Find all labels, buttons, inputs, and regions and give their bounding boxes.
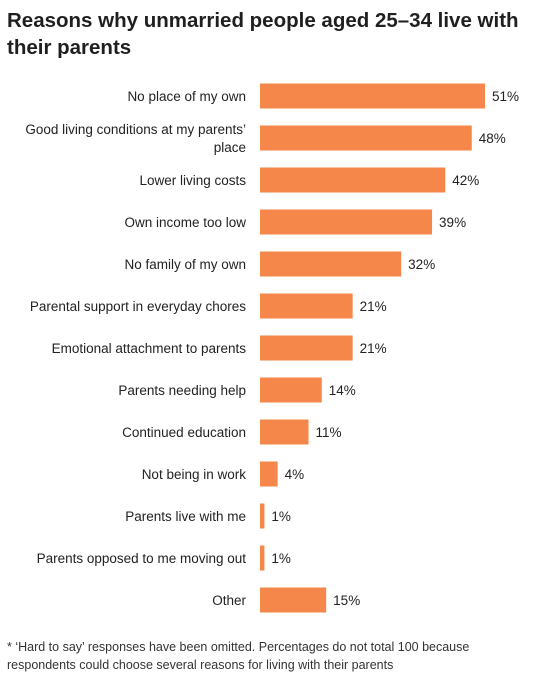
bar xyxy=(260,209,433,235)
bar xyxy=(260,419,309,445)
bar xyxy=(260,83,485,109)
category-label-line: Own income too low xyxy=(124,215,246,230)
category-label: Continued education xyxy=(122,425,246,440)
bar-row: 1% Parents opposed to me moving out xyxy=(37,545,291,571)
category-label-line: Parental support in everyday chores xyxy=(30,299,246,314)
bar-value-label: 42% xyxy=(452,173,479,188)
category-label: Emotional attachment to parents xyxy=(52,341,247,356)
bar xyxy=(260,251,402,277)
category-label-line: Emotional attachment to parents xyxy=(52,341,247,356)
footnote: * ‘Hard to say’ responses have been omit… xyxy=(7,640,470,672)
bar-row: 42% Lower living costs xyxy=(139,167,479,193)
bar xyxy=(260,461,278,487)
bar-row: 14% Parents needing help xyxy=(118,377,356,403)
bar-chart: 51% No place of my own 48% Good living cond… xyxy=(25,83,519,613)
bar-row: 4% Not being in work xyxy=(142,461,305,487)
category-label: Parents opposed to me moving out xyxy=(37,551,247,566)
category-label-line: Good living conditions at my parents’ xyxy=(25,122,246,137)
category-label: No family of my own xyxy=(124,257,246,272)
category-label: Lower living costs xyxy=(139,173,246,188)
bar xyxy=(260,167,446,193)
bar xyxy=(260,503,265,529)
category-label-line: Continued education xyxy=(122,425,246,440)
category-label-line: place xyxy=(214,140,246,155)
category-label-line: Not being in work xyxy=(142,467,247,482)
category-label: Other xyxy=(212,593,246,608)
bar-value-label: 11% xyxy=(316,425,342,440)
bar-row: 48% Good living conditions at my parents’… xyxy=(25,122,505,155)
bar xyxy=(260,587,327,613)
category-label-line: Other xyxy=(212,593,246,608)
bar-row: 51% No place of my own xyxy=(127,83,519,109)
category-label: No place of my own xyxy=(127,89,246,104)
bar-row: 21% Parental support in everyday chores xyxy=(30,293,387,319)
bar xyxy=(260,377,322,403)
bar xyxy=(260,125,472,151)
category-label: Parents live with me xyxy=(125,509,246,524)
bar-value-label: 1% xyxy=(271,551,291,566)
category-label-line: Parents live with me xyxy=(125,509,246,524)
bar-row: 1% Parents live with me xyxy=(125,503,291,529)
bar-value-label: 21% xyxy=(360,341,387,356)
category-label: Own income too low xyxy=(124,215,246,230)
category-label-line: Parents opposed to me moving out xyxy=(37,551,247,566)
category-label-line: No place of my own xyxy=(127,89,246,104)
bar-value-label: 4% xyxy=(285,467,305,482)
bar xyxy=(260,335,353,361)
bar-value-label: 39% xyxy=(439,215,466,230)
bar-value-label: 1% xyxy=(271,509,291,524)
bar-value-label: 21% xyxy=(360,299,387,314)
bar-row: 32% No family of my own xyxy=(124,251,435,277)
bar-value-label: 15% xyxy=(333,593,360,608)
bar-row: 15% Other xyxy=(212,587,360,613)
bar-value-label: 32% xyxy=(408,257,435,272)
category-label-line: Parents needing help xyxy=(118,383,246,398)
category-label: Parents needing help xyxy=(118,383,246,398)
bar xyxy=(260,293,353,319)
bars-layer: 51% No place of my own 48% Good living cond… xyxy=(25,83,519,613)
bar-row: 39% Own income too low xyxy=(124,209,466,235)
category-label: Good living conditions at my parents’ pla… xyxy=(25,122,246,155)
bar-value-label: 14% xyxy=(329,383,356,398)
category-label-line: Lower living costs xyxy=(139,173,246,188)
category-label-line: No family of my own xyxy=(124,257,246,272)
category-label: Parental support in everyday chores xyxy=(30,299,246,314)
bar-row: 11% Continued education xyxy=(122,419,342,445)
bar-value-label: 51% xyxy=(492,89,519,104)
bar xyxy=(260,545,265,571)
chart-title: Reasons why unmarried people aged 25–34 … xyxy=(7,9,519,59)
bar-value-label: 48% xyxy=(479,131,506,146)
category-label: Not being in work xyxy=(142,467,247,482)
bar-row: 21% Emotional attachment to parents xyxy=(52,335,387,361)
